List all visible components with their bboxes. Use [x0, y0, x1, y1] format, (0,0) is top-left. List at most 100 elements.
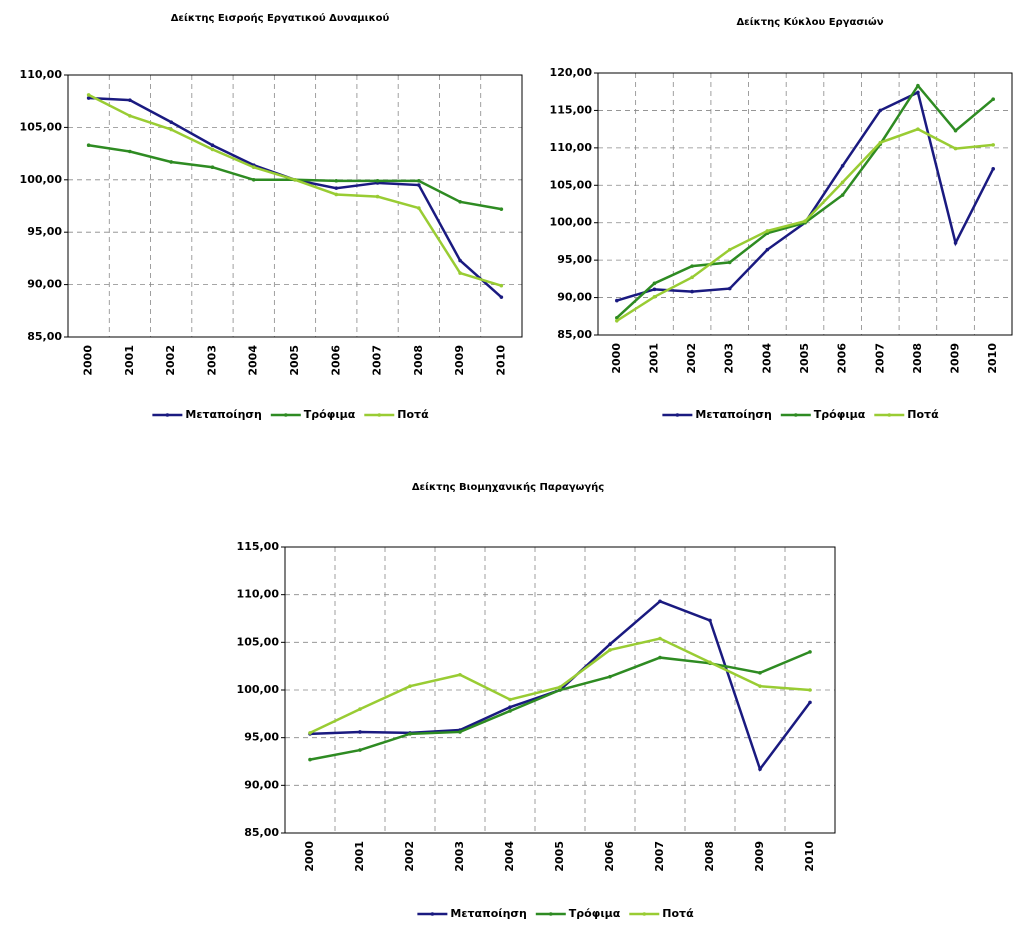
- x-tick-label: 2000: [82, 345, 95, 376]
- x-tick-label: 2010: [986, 343, 999, 374]
- point: [210, 147, 215, 152]
- plot-frame: [67, 74, 523, 338]
- point: [169, 127, 173, 132]
- point: [558, 685, 562, 689]
- point: [840, 193, 845, 197]
- point: [417, 183, 421, 187]
- legend-label: Ποτά: [662, 907, 694, 920]
- point: [758, 671, 762, 675]
- point: [508, 697, 512, 702]
- y-tick-label: 90,00: [27, 278, 62, 291]
- point: [169, 160, 173, 164]
- y-tick-label: 85,00: [557, 328, 592, 341]
- point: [658, 636, 662, 641]
- point: [652, 295, 657, 299]
- x-tick-label: 2006: [836, 343, 849, 374]
- point: [558, 688, 562, 692]
- legend-label: Τρόφιμα: [569, 907, 621, 920]
- point: [169, 120, 173, 124]
- point: [508, 709, 512, 713]
- point: [690, 264, 694, 268]
- point: [358, 730, 362, 734]
- x-tick-label: 2007: [371, 345, 384, 376]
- legend-label: Μεταποίηση: [450, 907, 526, 920]
- series-line: [616, 90, 995, 302]
- y-tick-label: 105,00: [20, 120, 63, 133]
- point: [417, 179, 421, 183]
- point: [308, 757, 312, 762]
- point: [417, 206, 421, 210]
- point: [499, 283, 504, 288]
- x-tick-label: 2005: [798, 343, 811, 374]
- point: [658, 655, 662, 660]
- y-tick-label: 115,00: [237, 540, 280, 553]
- legend-marker: [793, 413, 798, 417]
- x-tick-label: 2005: [288, 345, 301, 376]
- point: [727, 247, 732, 252]
- legend-marker: [548, 912, 553, 916]
- point: [615, 298, 619, 303]
- point: [727, 286, 732, 291]
- plot-frame: [284, 546, 836, 834]
- legend-marker: [887, 413, 892, 417]
- point: [953, 128, 958, 133]
- point: [615, 318, 619, 323]
- point: [840, 164, 845, 168]
- x-tick-label: 2002: [403, 841, 416, 872]
- point: [708, 618, 712, 623]
- legend-label: Μεταποίηση: [185, 408, 261, 421]
- point: [128, 98, 132, 102]
- y-tick-label: 110,00: [237, 588, 280, 601]
- point: [499, 295, 504, 299]
- x-tick-label: 2004: [760, 343, 773, 374]
- x-tick-label: 2000: [303, 841, 316, 872]
- point: [210, 165, 215, 170]
- y-tick-label: 105,00: [550, 178, 593, 191]
- x-tick-label: 2006: [329, 345, 342, 376]
- chart-title: Δείκτης Εισροής Εργατικού Δυναμικού: [171, 12, 390, 24]
- x-tick-label: 2004: [503, 841, 516, 872]
- x-tick-label: 2008: [911, 343, 924, 374]
- point: [991, 167, 995, 171]
- point: [652, 281, 657, 286]
- point: [615, 315, 619, 320]
- point: [758, 684, 762, 688]
- point: [658, 599, 662, 604]
- point: [86, 93, 91, 97]
- point: [458, 258, 462, 263]
- legend-marker: [283, 413, 288, 417]
- point: [916, 90, 920, 95]
- point: [808, 700, 812, 705]
- x-tick-label: 2001: [647, 343, 660, 374]
- y-tick-label: 85,00: [27, 330, 62, 343]
- point: [458, 271, 462, 275]
- x-tick-label: 2010: [803, 841, 816, 872]
- plot-frame: [597, 72, 1013, 336]
- legend-marker: [165, 413, 170, 417]
- point: [408, 684, 412, 688]
- point: [652, 287, 657, 292]
- x-tick-label: 2008: [412, 345, 425, 376]
- point: [803, 219, 807, 224]
- point: [608, 648, 612, 652]
- point: [953, 146, 958, 151]
- legend-label: Ποτά: [907, 408, 939, 421]
- legend-label: Μεταποίηση: [695, 408, 771, 421]
- x-tick-label: 2003: [453, 841, 466, 872]
- legend-marker: [642, 912, 647, 916]
- legend-label: Τρόφιμα: [814, 408, 866, 421]
- x-tick-label: 2002: [685, 343, 698, 374]
- point: [210, 143, 215, 148]
- point: [608, 642, 612, 647]
- point: [991, 143, 995, 147]
- legend-label: Τρόφιμα: [304, 408, 356, 421]
- y-tick-label: 95,00: [244, 731, 279, 744]
- point: [765, 247, 770, 252]
- point: [916, 127, 920, 131]
- y-tick-label: 105,00: [237, 635, 280, 648]
- y-tick-label: 100,00: [550, 216, 593, 229]
- point: [916, 83, 920, 88]
- point: [334, 192, 339, 197]
